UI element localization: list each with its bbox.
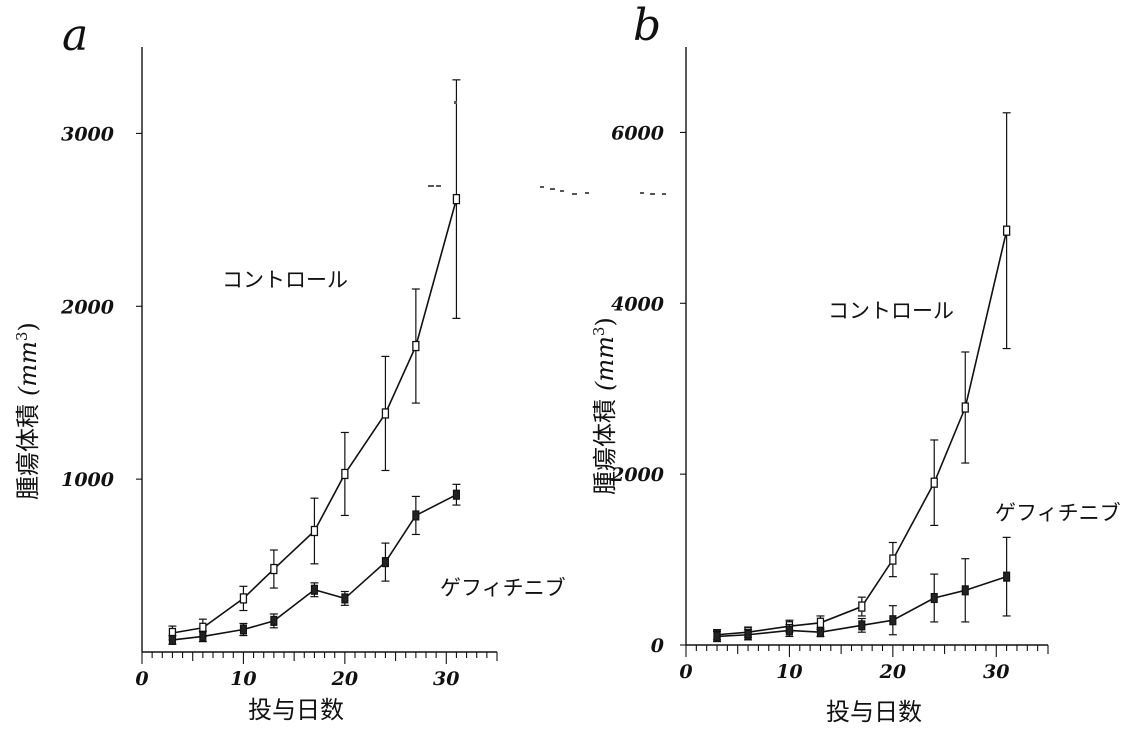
x-tick-label-panel-a: 10 xyxy=(230,668,256,690)
series-line-control-panel-b xyxy=(716,230,1008,636)
data-point-gefitinib-panel-b xyxy=(961,585,969,596)
data-point-gefitinib-panel-b xyxy=(1003,571,1011,582)
y-tick-label-panel-a: 2000 xyxy=(60,296,114,318)
y-tick-label-panel-b: 0 xyxy=(651,635,664,657)
data-point-control-panel-a xyxy=(412,340,420,352)
data-point-control-panel-a xyxy=(310,525,319,537)
data-point-gefitinib-panel-a xyxy=(199,631,207,642)
data-point-gefitinib-panel-b xyxy=(889,615,897,626)
data-point-gefitinib-panel-a xyxy=(412,510,420,521)
y-axis-title-close-a: ) xyxy=(14,322,42,331)
y-axis-title-unit-b: (mm xyxy=(591,336,619,391)
data-point-control-panel-b xyxy=(1002,225,1011,236)
data-point-control-panel-a xyxy=(270,563,278,575)
data-point-control-panel-b xyxy=(889,554,897,565)
annotation-gefitinib-a: ゲフィチニブ xyxy=(440,576,566,600)
y-tick-label-panel-a: 3000 xyxy=(61,123,114,145)
x-tick-label-panel-a: 0 xyxy=(135,668,148,690)
data-point-gefitinib-panel-a xyxy=(310,584,318,595)
panel-letter-a: a xyxy=(62,10,88,61)
panel-letter-b: b xyxy=(633,0,661,51)
x-tick-label-panel-b: 20 xyxy=(879,661,906,683)
y-axis-title-main-a: 腫瘍体積 xyxy=(14,404,42,500)
data-point-gefitinib-panel-b xyxy=(930,592,938,604)
data-point-gefitinib-panel-a xyxy=(341,593,349,604)
data-point-control-panel-b xyxy=(816,617,825,628)
data-point-control-panel-b xyxy=(930,477,938,488)
chart-panel-b: 0 10 20 30 0 2000 4000 6000 xyxy=(610,47,1049,683)
data-point-gefitinib-panel-b xyxy=(816,627,825,638)
annotation-control-a: コントロール xyxy=(222,268,348,292)
x-tick-label-panel-a: 20 xyxy=(331,668,358,690)
data-point-control-panel-b xyxy=(961,402,969,413)
y-axis-title-sup-b: 3 xyxy=(590,327,608,337)
annotation-control-b: コントロール xyxy=(828,299,954,323)
chart-panel-a: 0 10 20 30 1000 2000 3000 xyxy=(60,47,498,690)
x-axis-title-b: 投与日数 xyxy=(826,698,922,726)
x-axis-title-a: 投与日数 xyxy=(248,696,344,724)
y-axis-title-b: 腫瘍体積 (mm3) xyxy=(590,317,619,495)
y-tick-label-panel-b: 6000 xyxy=(611,122,664,144)
x-tick-label-panel-a: 30 xyxy=(433,668,459,690)
data-point-gefitinib-panel-b xyxy=(785,625,793,636)
data-point-control-panel-a xyxy=(239,593,248,604)
x-tick-label-panel-b: 30 xyxy=(983,661,1009,683)
data-point-gefitinib-panel-b xyxy=(744,629,752,640)
y-axis-title-main-b: 腫瘍体積 xyxy=(591,399,619,495)
y-axis-title-unit-a: (mm xyxy=(14,341,42,396)
data-point-gefitinib-panel-a xyxy=(452,489,460,500)
y-axis-title-close-b: ) xyxy=(591,317,619,326)
series-line-control-panel-a xyxy=(172,198,458,634)
y-axis-title-sup-a: 3 xyxy=(13,332,31,342)
data-point-gefitinib-panel-a xyxy=(239,624,247,635)
x-tick-label-panel-b: 0 xyxy=(679,661,692,683)
data-point-control-panel-a xyxy=(452,193,461,205)
data-point-control-panel-b xyxy=(858,601,866,612)
data-point-control-panel-a xyxy=(381,408,390,419)
data-point-gefitinib-panel-a xyxy=(168,634,176,645)
y-tick-label-panel-b: 4000 xyxy=(611,293,664,315)
y-tick-label-panel-a: 1000 xyxy=(61,469,114,491)
data-point-gefitinib-panel-b xyxy=(858,620,866,631)
scan-specks xyxy=(428,101,666,195)
data-point-gefitinib-panel-a xyxy=(381,557,389,568)
data-point-control-panel-a xyxy=(341,468,349,480)
annotation-gefitinib-b: ゲフィチニブ xyxy=(995,501,1121,525)
x-tick-label-panel-b: 10 xyxy=(776,661,802,683)
y-tick-label-panel-b: 2000 xyxy=(610,464,664,486)
y-axis-title-a: 腫瘍体積 (mm3) xyxy=(13,322,42,500)
data-point-gefitinib-panel-b xyxy=(713,631,721,642)
data-point-gefitinib-panel-a xyxy=(270,615,278,626)
